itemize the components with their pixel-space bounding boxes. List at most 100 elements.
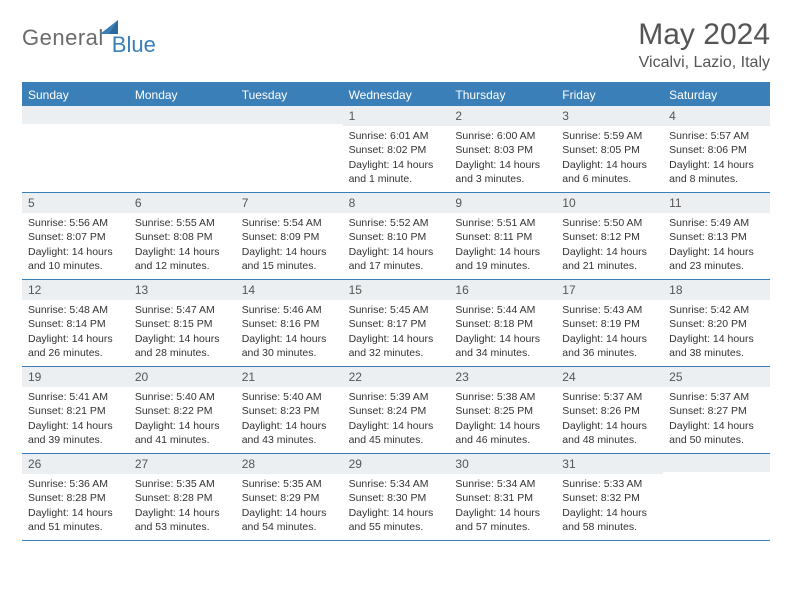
sunrise-text: Sunrise: 5:34 AM: [349, 477, 444, 491]
day-cell: 27Sunrise: 5:35 AMSunset: 8:28 PMDayligh…: [129, 454, 236, 540]
day-number: [22, 106, 129, 124]
sunrise-text: Sunrise: 5:49 AM: [669, 216, 764, 230]
weekday-header: Saturday: [663, 84, 770, 106]
day-cell: 30Sunrise: 5:34 AMSunset: 8:31 PMDayligh…: [449, 454, 556, 540]
weekday-header: Thursday: [449, 84, 556, 106]
daylight-text: Daylight: 14 hours and 21 minutes.: [562, 245, 657, 273]
day-cell: 1Sunrise: 6:01 AMSunset: 8:02 PMDaylight…: [343, 106, 450, 192]
sunset-text: Sunset: 8:17 PM: [349, 317, 444, 331]
sunrise-text: Sunrise: 5:48 AM: [28, 303, 123, 317]
weeks-container: 1Sunrise: 6:01 AMSunset: 8:02 PMDaylight…: [22, 106, 770, 541]
day-cell: 9Sunrise: 5:51 AMSunset: 8:11 PMDaylight…: [449, 193, 556, 279]
day-body: Sunrise: 5:40 AMSunset: 8:23 PMDaylight:…: [236, 387, 343, 453]
day-body: Sunrise: 5:54 AMSunset: 8:09 PMDaylight:…: [236, 213, 343, 279]
sunset-text: Sunset: 8:32 PM: [562, 491, 657, 505]
day-body: Sunrise: 5:45 AMSunset: 8:17 PMDaylight:…: [343, 300, 450, 366]
sunrise-text: Sunrise: 5:59 AM: [562, 129, 657, 143]
sunrise-text: Sunrise: 5:55 AM: [135, 216, 230, 230]
daylight-text: Daylight: 14 hours and 10 minutes.: [28, 245, 123, 273]
week-row: 26Sunrise: 5:36 AMSunset: 8:28 PMDayligh…: [22, 454, 770, 541]
sunset-text: Sunset: 8:10 PM: [349, 230, 444, 244]
week-row: 12Sunrise: 5:48 AMSunset: 8:14 PMDayligh…: [22, 280, 770, 367]
day-number: 31: [556, 454, 663, 474]
daylight-text: Daylight: 14 hours and 1 minute.: [349, 158, 444, 186]
sunset-text: Sunset: 8:09 PM: [242, 230, 337, 244]
sunrise-text: Sunrise: 5:39 AM: [349, 390, 444, 404]
day-number: [129, 106, 236, 124]
daylight-text: Daylight: 14 hours and 34 minutes.: [455, 332, 550, 360]
day-number: 2: [449, 106, 556, 126]
sunrise-text: Sunrise: 5:52 AM: [349, 216, 444, 230]
daylight-text: Daylight: 14 hours and 50 minutes.: [669, 419, 764, 447]
day-body: Sunrise: 5:35 AMSunset: 8:28 PMDaylight:…: [129, 474, 236, 540]
daylight-text: Daylight: 14 hours and 8 minutes.: [669, 158, 764, 186]
sunset-text: Sunset: 8:13 PM: [669, 230, 764, 244]
sunrise-text: Sunrise: 5:45 AM: [349, 303, 444, 317]
day-number: 22: [343, 367, 450, 387]
day-body: Sunrise: 5:52 AMSunset: 8:10 PMDaylight:…: [343, 213, 450, 279]
weekday-header: Monday: [129, 84, 236, 106]
day-body: Sunrise: 5:59 AMSunset: 8:05 PMDaylight:…: [556, 126, 663, 192]
day-number: 3: [556, 106, 663, 126]
day-body: Sunrise: 5:38 AMSunset: 8:25 PMDaylight:…: [449, 387, 556, 453]
day-body: Sunrise: 5:51 AMSunset: 8:11 PMDaylight:…: [449, 213, 556, 279]
day-body: Sunrise: 5:42 AMSunset: 8:20 PMDaylight:…: [663, 300, 770, 366]
day-number: 15: [343, 280, 450, 300]
sunrise-text: Sunrise: 5:35 AM: [135, 477, 230, 491]
sunrise-text: Sunrise: 5:36 AM: [28, 477, 123, 491]
daylight-text: Daylight: 14 hours and 12 minutes.: [135, 245, 230, 273]
daylight-text: Daylight: 14 hours and 41 minutes.: [135, 419, 230, 447]
sunset-text: Sunset: 8:05 PM: [562, 143, 657, 157]
daylight-text: Daylight: 14 hours and 32 minutes.: [349, 332, 444, 360]
calendar: Sunday Monday Tuesday Wednesday Thursday…: [22, 82, 770, 541]
day-body: Sunrise: 5:37 AMSunset: 8:26 PMDaylight:…: [556, 387, 663, 453]
sunset-text: Sunset: 8:21 PM: [28, 404, 123, 418]
sunset-text: Sunset: 8:08 PM: [135, 230, 230, 244]
brand-part2: Blue: [112, 32, 156, 58]
day-body: Sunrise: 5:48 AMSunset: 8:14 PMDaylight:…: [22, 300, 129, 366]
day-cell: 29Sunrise: 5:34 AMSunset: 8:30 PMDayligh…: [343, 454, 450, 540]
daylight-text: Daylight: 14 hours and 43 minutes.: [242, 419, 337, 447]
day-number: 7: [236, 193, 343, 213]
daylight-text: Daylight: 14 hours and 28 minutes.: [135, 332, 230, 360]
day-cell: 13Sunrise: 5:47 AMSunset: 8:15 PMDayligh…: [129, 280, 236, 366]
daylight-text: Daylight: 14 hours and 39 minutes.: [28, 419, 123, 447]
day-body: Sunrise: 5:34 AMSunset: 8:31 PMDaylight:…: [449, 474, 556, 540]
day-body: Sunrise: 5:46 AMSunset: 8:16 PMDaylight:…: [236, 300, 343, 366]
daylight-text: Daylight: 14 hours and 51 minutes.: [28, 506, 123, 534]
day-cell: 28Sunrise: 5:35 AMSunset: 8:29 PMDayligh…: [236, 454, 343, 540]
day-body: Sunrise: 5:39 AMSunset: 8:24 PMDaylight:…: [343, 387, 450, 453]
day-number: 24: [556, 367, 663, 387]
daylight-text: Daylight: 14 hours and 55 minutes.: [349, 506, 444, 534]
day-number: 18: [663, 280, 770, 300]
sunrise-text: Sunrise: 6:01 AM: [349, 129, 444, 143]
daylight-text: Daylight: 14 hours and 36 minutes.: [562, 332, 657, 360]
sunrise-text: Sunrise: 5:37 AM: [669, 390, 764, 404]
day-number: 1: [343, 106, 450, 126]
weekday-header: Wednesday: [343, 84, 450, 106]
day-body: Sunrise: 5:57 AMSunset: 8:06 PMDaylight:…: [663, 126, 770, 192]
sunrise-text: Sunrise: 5:47 AM: [135, 303, 230, 317]
sunset-text: Sunset: 8:03 PM: [455, 143, 550, 157]
sunset-text: Sunset: 8:31 PM: [455, 491, 550, 505]
day-cell: 14Sunrise: 5:46 AMSunset: 8:16 PMDayligh…: [236, 280, 343, 366]
day-cell: [236, 106, 343, 192]
week-row: 5Sunrise: 5:56 AMSunset: 8:07 PMDaylight…: [22, 193, 770, 280]
sunrise-text: Sunrise: 5:51 AM: [455, 216, 550, 230]
day-number: 25: [663, 367, 770, 387]
day-number: 23: [449, 367, 556, 387]
daylight-text: Daylight: 14 hours and 19 minutes.: [455, 245, 550, 273]
sunset-text: Sunset: 8:06 PM: [669, 143, 764, 157]
day-body: Sunrise: 5:40 AMSunset: 8:22 PMDaylight:…: [129, 387, 236, 453]
day-body: Sunrise: 6:01 AMSunset: 8:02 PMDaylight:…: [343, 126, 450, 192]
location-text: Vicalvi, Lazio, Italy: [638, 54, 770, 72]
sunset-text: Sunset: 8:16 PM: [242, 317, 337, 331]
day-body: Sunrise: 5:49 AMSunset: 8:13 PMDaylight:…: [663, 213, 770, 279]
sunrise-text: Sunrise: 6:00 AM: [455, 129, 550, 143]
day-cell: 16Sunrise: 5:44 AMSunset: 8:18 PMDayligh…: [449, 280, 556, 366]
brand-triangle-icon: [100, 20, 118, 34]
sunset-text: Sunset: 8:28 PM: [28, 491, 123, 505]
day-body: Sunrise: 5:41 AMSunset: 8:21 PMDaylight:…: [22, 387, 129, 453]
day-body: Sunrise: 5:37 AMSunset: 8:27 PMDaylight:…: [663, 387, 770, 453]
daylight-text: Daylight: 14 hours and 45 minutes.: [349, 419, 444, 447]
